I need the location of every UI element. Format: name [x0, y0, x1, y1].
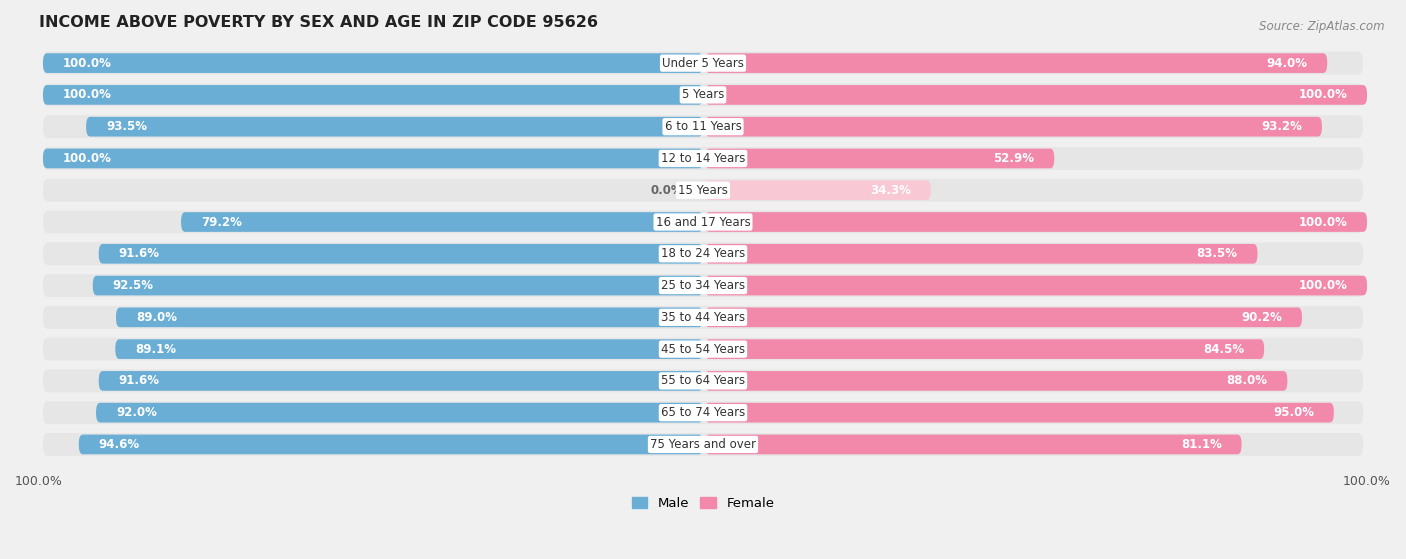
- Text: 65 to 74 Years: 65 to 74 Years: [661, 406, 745, 419]
- FancyBboxPatch shape: [98, 244, 703, 264]
- FancyBboxPatch shape: [181, 212, 703, 232]
- Text: 18 to 24 Years: 18 to 24 Years: [661, 247, 745, 260]
- Text: INCOME ABOVE POVERTY BY SEX AND AGE IN ZIP CODE 95626: INCOME ABOVE POVERTY BY SEX AND AGE IN Z…: [39, 15, 598, 30]
- FancyBboxPatch shape: [44, 85, 703, 105]
- Text: 89.1%: 89.1%: [135, 343, 176, 356]
- Text: 5 Years: 5 Years: [682, 88, 724, 101]
- Text: 94.6%: 94.6%: [98, 438, 139, 451]
- FancyBboxPatch shape: [704, 212, 1367, 232]
- Text: 35 to 44 Years: 35 to 44 Years: [661, 311, 745, 324]
- FancyBboxPatch shape: [86, 117, 703, 136]
- FancyBboxPatch shape: [704, 403, 1334, 423]
- FancyBboxPatch shape: [44, 401, 1362, 424]
- FancyBboxPatch shape: [44, 53, 703, 73]
- FancyBboxPatch shape: [704, 371, 1288, 391]
- Text: 16 and 17 Years: 16 and 17 Years: [655, 216, 751, 229]
- Text: 15 Years: 15 Years: [678, 184, 728, 197]
- Text: 89.0%: 89.0%: [136, 311, 177, 324]
- FancyBboxPatch shape: [93, 276, 703, 295]
- FancyBboxPatch shape: [704, 434, 1241, 454]
- Text: 93.2%: 93.2%: [1261, 120, 1302, 133]
- Text: 100.0%: 100.0%: [63, 152, 111, 165]
- Text: 92.5%: 92.5%: [112, 279, 153, 292]
- FancyBboxPatch shape: [44, 147, 1362, 170]
- Text: 95.0%: 95.0%: [1272, 406, 1315, 419]
- Text: 100.0%: 100.0%: [1298, 88, 1347, 101]
- FancyBboxPatch shape: [44, 274, 1362, 297]
- Text: 81.1%: 81.1%: [1181, 438, 1222, 451]
- Text: 83.5%: 83.5%: [1197, 247, 1237, 260]
- Text: 100.0%: 100.0%: [63, 88, 111, 101]
- FancyBboxPatch shape: [44, 115, 1362, 138]
- Text: 84.5%: 84.5%: [1204, 343, 1244, 356]
- Text: 93.5%: 93.5%: [105, 120, 148, 133]
- Text: 6 to 11 Years: 6 to 11 Years: [665, 120, 741, 133]
- FancyBboxPatch shape: [704, 244, 1257, 264]
- FancyBboxPatch shape: [44, 51, 1362, 74]
- FancyBboxPatch shape: [704, 149, 1054, 168]
- Text: 91.6%: 91.6%: [118, 247, 160, 260]
- Text: 94.0%: 94.0%: [1267, 56, 1308, 70]
- FancyBboxPatch shape: [44, 83, 1362, 106]
- FancyBboxPatch shape: [704, 117, 1322, 136]
- FancyBboxPatch shape: [44, 338, 1362, 361]
- Text: Source: ZipAtlas.com: Source: ZipAtlas.com: [1260, 20, 1385, 32]
- Text: 90.2%: 90.2%: [1241, 311, 1282, 324]
- FancyBboxPatch shape: [44, 306, 1362, 329]
- Text: 100.0%: 100.0%: [63, 56, 111, 70]
- Text: 45 to 54 Years: 45 to 54 Years: [661, 343, 745, 356]
- FancyBboxPatch shape: [96, 403, 703, 423]
- Text: 91.6%: 91.6%: [118, 375, 160, 387]
- Text: Under 5 Years: Under 5 Years: [662, 56, 744, 70]
- FancyBboxPatch shape: [115, 307, 703, 327]
- Text: 52.9%: 52.9%: [994, 152, 1035, 165]
- FancyBboxPatch shape: [704, 85, 1367, 105]
- Text: 75 Years and over: 75 Years and over: [650, 438, 756, 451]
- Legend: Male, Female: Male, Female: [626, 492, 780, 515]
- FancyBboxPatch shape: [704, 276, 1367, 295]
- Text: 100.0%: 100.0%: [1298, 279, 1347, 292]
- FancyBboxPatch shape: [44, 149, 703, 168]
- FancyBboxPatch shape: [704, 181, 931, 200]
- Text: 79.2%: 79.2%: [201, 216, 242, 229]
- Text: 55 to 64 Years: 55 to 64 Years: [661, 375, 745, 387]
- Text: 92.0%: 92.0%: [115, 406, 157, 419]
- FancyBboxPatch shape: [704, 307, 1302, 327]
- FancyBboxPatch shape: [44, 369, 1362, 392]
- FancyBboxPatch shape: [704, 339, 1264, 359]
- FancyBboxPatch shape: [115, 339, 703, 359]
- Text: 12 to 14 Years: 12 to 14 Years: [661, 152, 745, 165]
- FancyBboxPatch shape: [44, 211, 1362, 234]
- FancyBboxPatch shape: [704, 53, 1327, 73]
- Text: 100.0%: 100.0%: [1298, 216, 1347, 229]
- FancyBboxPatch shape: [44, 179, 1362, 202]
- FancyBboxPatch shape: [98, 371, 703, 391]
- Text: 34.3%: 34.3%: [870, 184, 911, 197]
- Text: 88.0%: 88.0%: [1226, 375, 1267, 387]
- FancyBboxPatch shape: [79, 434, 703, 454]
- FancyBboxPatch shape: [44, 243, 1362, 265]
- FancyBboxPatch shape: [44, 433, 1362, 456]
- Text: 0.0%: 0.0%: [651, 184, 683, 197]
- Text: 25 to 34 Years: 25 to 34 Years: [661, 279, 745, 292]
